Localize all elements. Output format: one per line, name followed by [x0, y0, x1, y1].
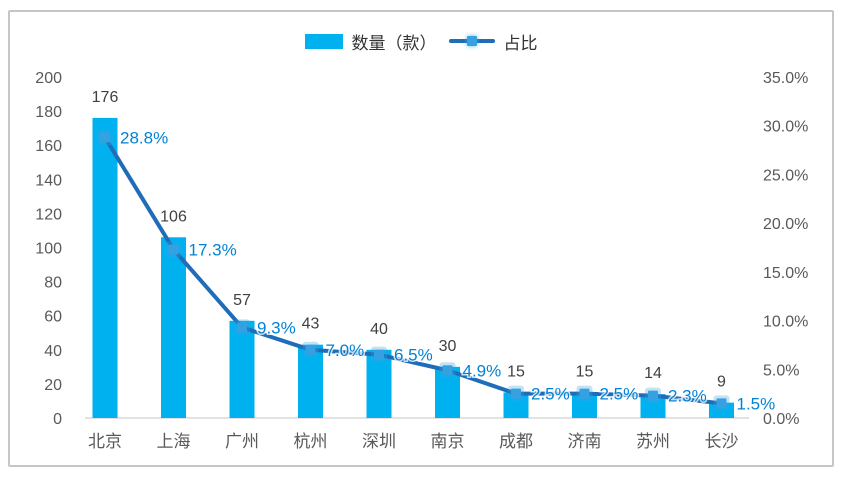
bar-杭州: [298, 344, 323, 418]
percent-label: 28.8%: [120, 128, 168, 147]
percent-label: 2.5%: [600, 385, 639, 404]
chart-frame: [8, 10, 834, 467]
right-axis-tick: 25.0%: [763, 167, 808, 184]
line-marker: [648, 390, 658, 401]
bar-苏州: [640, 394, 666, 418]
left-axis-tick: 60: [44, 309, 62, 326]
x-axis-label-成都: 成都: [499, 432, 533, 451]
line-marker: [305, 344, 316, 355]
right-axis-tick: 10.0%: [763, 314, 808, 331]
x-axis-label-深圳: 深圳: [362, 432, 396, 451]
legend-item-quantity: 数量（款）: [304, 29, 437, 54]
percent-label: 4.9%: [463, 361, 502, 380]
left-axis-tick: 120: [35, 206, 62, 223]
percent-label: 6.5%: [394, 346, 433, 365]
x-axis-label-上海: 上海: [157, 432, 191, 451]
bar-value-label: 30: [439, 338, 457, 355]
line-series: [103, 135, 724, 406]
bar-value-label: 9: [717, 374, 726, 391]
line-marker: [374, 349, 384, 360]
bar-广州: [229, 320, 255, 418]
x-axis-label-长沙: 长沙: [705, 432, 739, 451]
bar-上海: [161, 237, 186, 418]
legend: 数量（款） 占比: [0, 29, 842, 54]
percent-label: 17.3%: [189, 240, 237, 259]
x-axis-label-杭州: 杭州: [294, 432, 328, 451]
bar-series-swatch-icon: [304, 33, 343, 49]
x-axis-label-广州: 广州: [225, 432, 259, 451]
bar-value-label: 15: [576, 363, 594, 380]
line-series-swatch-icon: [448, 33, 495, 49]
bar-value-label: 57: [233, 292, 251, 309]
right-axis-tick: 20.0%: [763, 216, 808, 233]
legend-item-share: 占比: [448, 29, 538, 54]
right-axis-tick: 5.0%: [763, 362, 799, 379]
left-axis-tick: 100: [35, 241, 62, 258]
x-axis-label-苏州: 苏州: [636, 432, 670, 451]
bar-北京: [92, 117, 118, 419]
percent-label: 7.0%: [326, 341, 365, 360]
left-axis-tick: 0: [53, 411, 62, 428]
x-axis-label-南京: 南京: [431, 432, 465, 451]
line-marker: [511, 388, 521, 399]
bar-value-label: 40: [370, 321, 388, 338]
line-marker: [579, 388, 590, 399]
percent-label: 1.5%: [737, 394, 776, 413]
bar-value-label: 14: [644, 365, 662, 382]
x-axis-label-济南: 济南: [568, 432, 602, 451]
left-axis-tick: 200: [35, 70, 62, 87]
legend-label-share: 占比: [503, 33, 538, 53]
bar-长沙: [709, 402, 734, 418]
right-axis-tick: 35.0%: [763, 70, 808, 87]
x-axis-label-北京: 北京: [88, 432, 122, 451]
left-axis-tick: 180: [35, 104, 62, 121]
right-axis-tick: 15.0%: [763, 265, 808, 282]
line-marker: [100, 132, 110, 143]
bar-value-label: 43: [302, 316, 320, 333]
percent-label: 9.3%: [257, 318, 296, 337]
percent-label: 2.5%: [531, 385, 570, 404]
left-axis-tick: 140: [35, 172, 62, 189]
line-marker: [237, 322, 247, 333]
left-axis-tick: 40: [44, 343, 62, 360]
line-swatch-marker: [466, 36, 477, 46]
left-axis-tick: 20: [44, 377, 62, 394]
left-axis-tick: 80: [44, 275, 62, 292]
bar-value-label: 15: [507, 363, 525, 380]
legend-label-quantity: 数量（款）: [351, 33, 437, 53]
bar-深圳: [366, 349, 392, 418]
line-marker: [716, 398, 727, 409]
bar-value-label: 176: [92, 89, 119, 106]
left-axis-tick: 160: [35, 138, 62, 155]
percent-label: 2.3%: [668, 387, 707, 406]
bar-value-label: 106: [160, 208, 187, 225]
line-marker: [442, 365, 453, 376]
right-axis-tick: 30.0%: [763, 119, 808, 136]
line-marker: [168, 244, 179, 255]
right-axis-tick: 0.0%: [763, 411, 799, 428]
bar-南京: [435, 366, 460, 418]
